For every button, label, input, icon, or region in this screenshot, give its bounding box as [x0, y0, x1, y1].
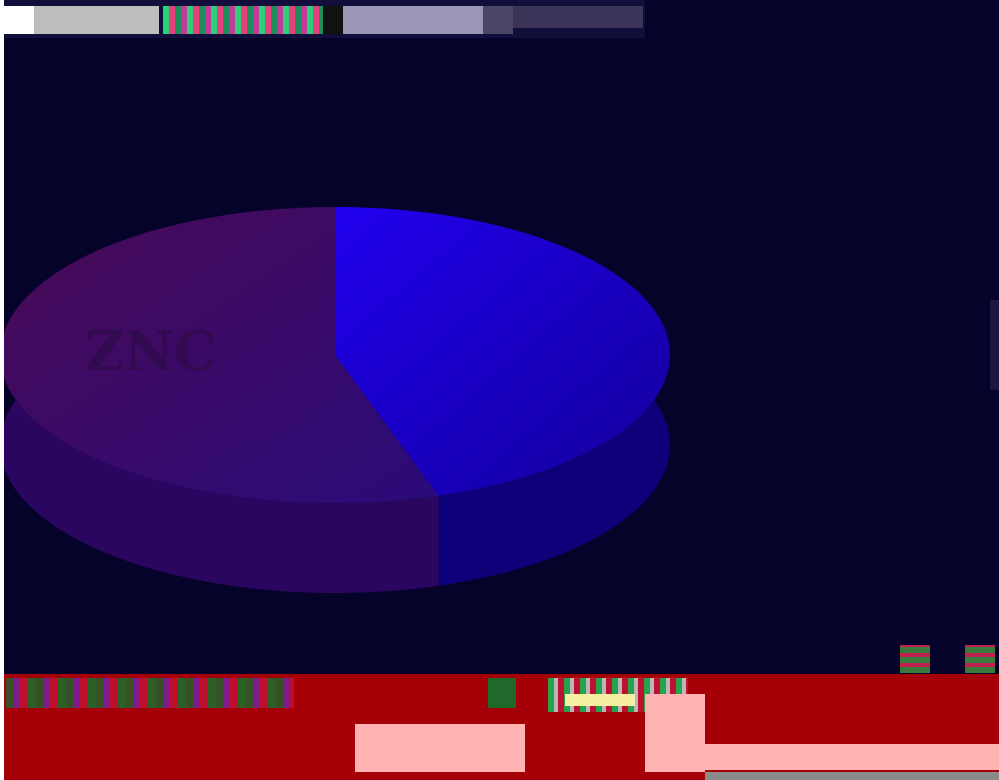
footer-text-right	[708, 696, 998, 736]
left-edge	[0, 0, 4, 780]
footer-text-left	[6, 726, 356, 772]
pie-tops	[0, 207, 671, 503]
side-label-2	[870, 352, 995, 402]
footer-text-mid	[530, 724, 645, 770]
pie-chart: ZNC	[0, 207, 671, 593]
slice-label-znc: ZNC	[85, 319, 217, 383]
pie-slice-znc	[0, 207, 439, 503]
footer-pink-panel-left	[355, 724, 525, 772]
chart-title	[6, 96, 706, 136]
pie-slice-slice-1	[335, 207, 671, 496]
footer-band	[0, 674, 999, 780]
side-label-1	[690, 322, 780, 354]
top-strip	[0, 0, 645, 38]
right-edge-mark	[990, 300, 999, 390]
footer-pink-panel-right	[645, 694, 705, 772]
